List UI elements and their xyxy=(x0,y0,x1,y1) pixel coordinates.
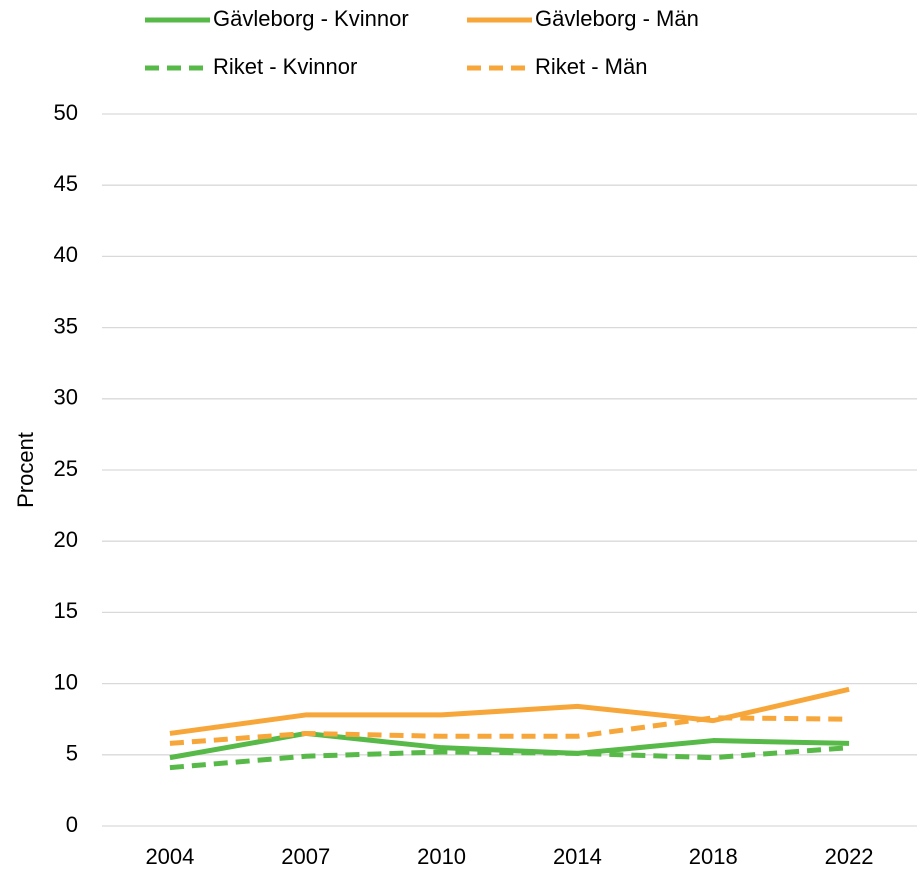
y-tick-label: 30 xyxy=(54,385,78,410)
legend-label: Gävleborg - Män xyxy=(535,6,699,31)
series-line xyxy=(169,745,850,771)
x-tick-label: 2007 xyxy=(281,844,330,869)
y-tick-label: 45 xyxy=(54,171,78,196)
y-axis-title: Procent xyxy=(13,432,38,508)
x-tick-label: 2018 xyxy=(689,844,738,869)
y-tick-label: 40 xyxy=(54,242,78,267)
y-tick-label: 35 xyxy=(54,313,78,338)
y-tick-label: 25 xyxy=(54,456,78,481)
x-tick-label: 2004 xyxy=(145,844,194,869)
y-tick-label: 5 xyxy=(66,741,78,766)
y-tick-label: 10 xyxy=(54,669,78,694)
x-tick-label: 2010 xyxy=(417,844,466,869)
series-line xyxy=(169,686,850,736)
x-tick-label: 2014 xyxy=(553,844,602,869)
y-tick-label: 20 xyxy=(54,527,78,552)
x-tick-label: 2022 xyxy=(825,844,874,869)
legend-label: Gävleborg - Kvinnor xyxy=(213,6,409,31)
legend-label: Riket - Kvinnor xyxy=(213,54,357,79)
y-tick-label: 15 xyxy=(54,598,78,623)
y-tick-label: 0 xyxy=(66,812,78,837)
legend-label: Riket - Män xyxy=(535,54,647,79)
series-line xyxy=(169,715,850,746)
y-tick-label: 50 xyxy=(54,100,78,125)
